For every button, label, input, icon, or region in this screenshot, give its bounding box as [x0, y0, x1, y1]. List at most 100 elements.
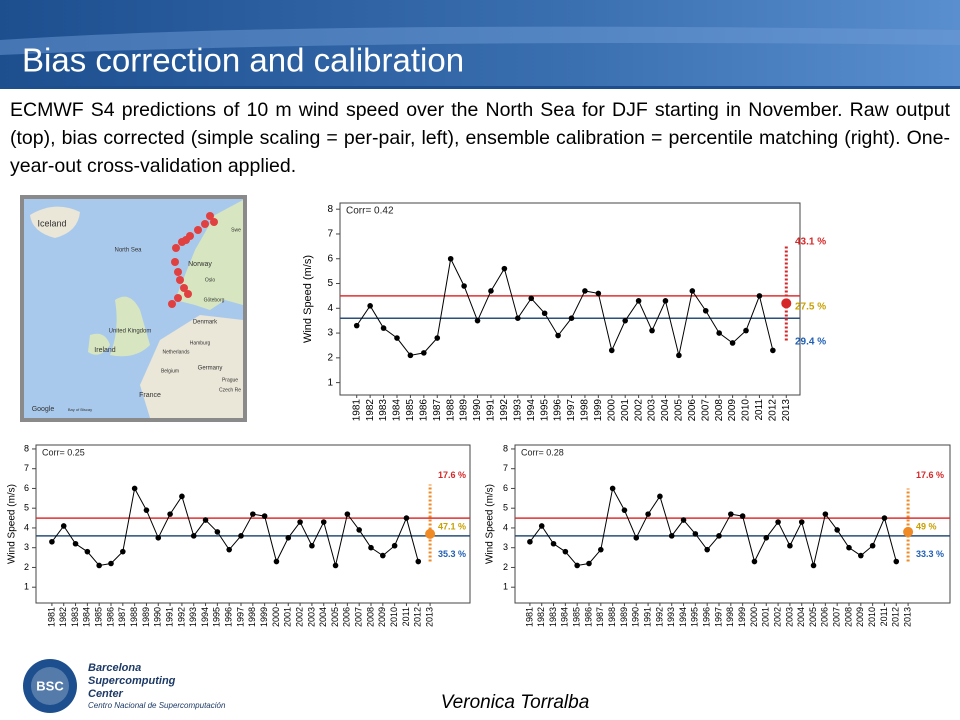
- mean-point: [538, 523, 545, 529]
- author: Veronica Torralba: [441, 692, 590, 713]
- logo-text: BSC: [36, 678, 64, 693]
- mean-line: [356, 257, 774, 356]
- forecast-point: [903, 526, 914, 537]
- x-tick-label: 2000: [271, 607, 281, 627]
- x-tick-label: 2006: [820, 607, 830, 627]
- mean-point: [297, 519, 303, 525]
- map-label: Ireland: [94, 347, 116, 354]
- org-name: Center: [88, 688, 124, 700]
- y-tick-label: 7: [327, 229, 333, 240]
- x-tick-label: 2001: [283, 607, 293, 627]
- x-tick-label: 2012: [891, 607, 901, 627]
- mean-point: [273, 558, 280, 565]
- mean-point: [49, 538, 55, 545]
- x-tick-label: 1983: [70, 607, 80, 627]
- mean-point: [120, 548, 126, 555]
- mean-point: [568, 315, 575, 322]
- x-tick-label: 2002: [294, 607, 304, 627]
- tercile-probability: 17.6 %: [916, 470, 944, 480]
- x-tick-label: 1986: [583, 607, 593, 627]
- org-name: Supercomputing: [88, 675, 176, 687]
- x-tick-label: 1996: [224, 607, 234, 627]
- x-tick-label: 1996: [553, 399, 564, 422]
- x-tick-label: 1995: [539, 399, 550, 422]
- mean-point: [167, 511, 173, 517]
- mean-point: [763, 535, 770, 541]
- mean-point: [622, 317, 628, 324]
- x-tick-label: 2007: [354, 607, 364, 627]
- mean-point: [621, 507, 628, 513]
- mean-point: [846, 544, 852, 551]
- mean-point: [822, 511, 829, 517]
- y-tick-label: 5: [503, 503, 508, 513]
- mean-point: [716, 330, 722, 336]
- x-tick-label: 2000: [606, 399, 617, 422]
- map-label: Denmark: [193, 320, 218, 326]
- map-label: Czech Re: [219, 387, 241, 393]
- x-tick-label: 2005: [330, 607, 340, 627]
- mean-point: [415, 558, 422, 565]
- logo-circle: [23, 659, 77, 713]
- y-tick-label: 4: [327, 303, 333, 314]
- map-label: Prague: [222, 377, 238, 383]
- x-tick-label: 2005: [808, 607, 818, 627]
- mean-point: [555, 332, 561, 339]
- y-tick-label: 8: [327, 204, 333, 215]
- y-tick-label: 4: [503, 522, 508, 532]
- mean-point: [447, 255, 454, 262]
- mean-point: [309, 542, 315, 549]
- x-tick-label: 1992: [499, 399, 510, 422]
- logo: BSC Barcelona Supercomputing Center Cent…: [23, 659, 226, 713]
- mean-point: [261, 513, 268, 519]
- mean-point: [702, 307, 709, 314]
- map-label: Germany: [198, 366, 223, 372]
- y-tick-label: 3: [24, 542, 29, 552]
- x-tick-label: 1986: [105, 607, 115, 627]
- mean-point: [574, 562, 580, 569]
- mean-point: [893, 558, 900, 565]
- map-label: United Kingdom: [109, 329, 152, 335]
- plot-frame: [514, 444, 951, 604]
- x-tick-label: 1987: [432, 399, 443, 422]
- x-tick-label: 1991: [164, 607, 174, 627]
- mean-point: [595, 290, 602, 297]
- plot-frame: [339, 202, 801, 396]
- map: [20, 195, 247, 422]
- mean-point: [60, 523, 67, 529]
- y-tick-label: 3: [503, 542, 508, 552]
- x-tick-label: 1988: [445, 399, 456, 422]
- mean-point: [810, 562, 817, 569]
- y-tick-label: 4: [24, 522, 29, 532]
- x-tick-label: 2009: [855, 607, 865, 627]
- mean-line: [529, 486, 897, 567]
- map-label: North Sea: [114, 248, 142, 254]
- x-tick-label: 1998: [580, 399, 591, 422]
- logo-ring: [31, 667, 69, 705]
- x-tick-label: 1987: [117, 607, 127, 627]
- y-tick-label: 3: [327, 328, 333, 339]
- y-tick-label: 1: [327, 377, 333, 388]
- x-tick-label: 2008: [843, 607, 853, 627]
- mean-point: [649, 327, 655, 334]
- x-tick-label: 1994: [678, 607, 688, 627]
- mean-point: [380, 552, 386, 559]
- mean-point: [250, 511, 256, 517]
- mean-point: [751, 558, 758, 565]
- map-label: Google: [32, 406, 55, 413]
- forecast-point: [425, 528, 436, 539]
- mean-point: [770, 347, 776, 354]
- mean-point: [403, 515, 410, 521]
- mean-point: [728, 511, 734, 517]
- x-tick-label: 1988: [129, 607, 139, 627]
- y-tick-label: 1: [24, 582, 29, 592]
- mean-point: [676, 352, 682, 359]
- x-tick-label: 1981: [46, 607, 56, 627]
- x-tick-label: 2011: [754, 399, 765, 421]
- mean-point: [367, 303, 373, 309]
- x-tick-label: 1984: [392, 399, 403, 422]
- x-tick-label: 1993: [188, 607, 198, 627]
- map-land: [175, 200, 243, 310]
- map-label: Göteborg: [204, 297, 225, 303]
- mean-point: [474, 317, 481, 324]
- x-tick-label: 2003: [784, 607, 794, 627]
